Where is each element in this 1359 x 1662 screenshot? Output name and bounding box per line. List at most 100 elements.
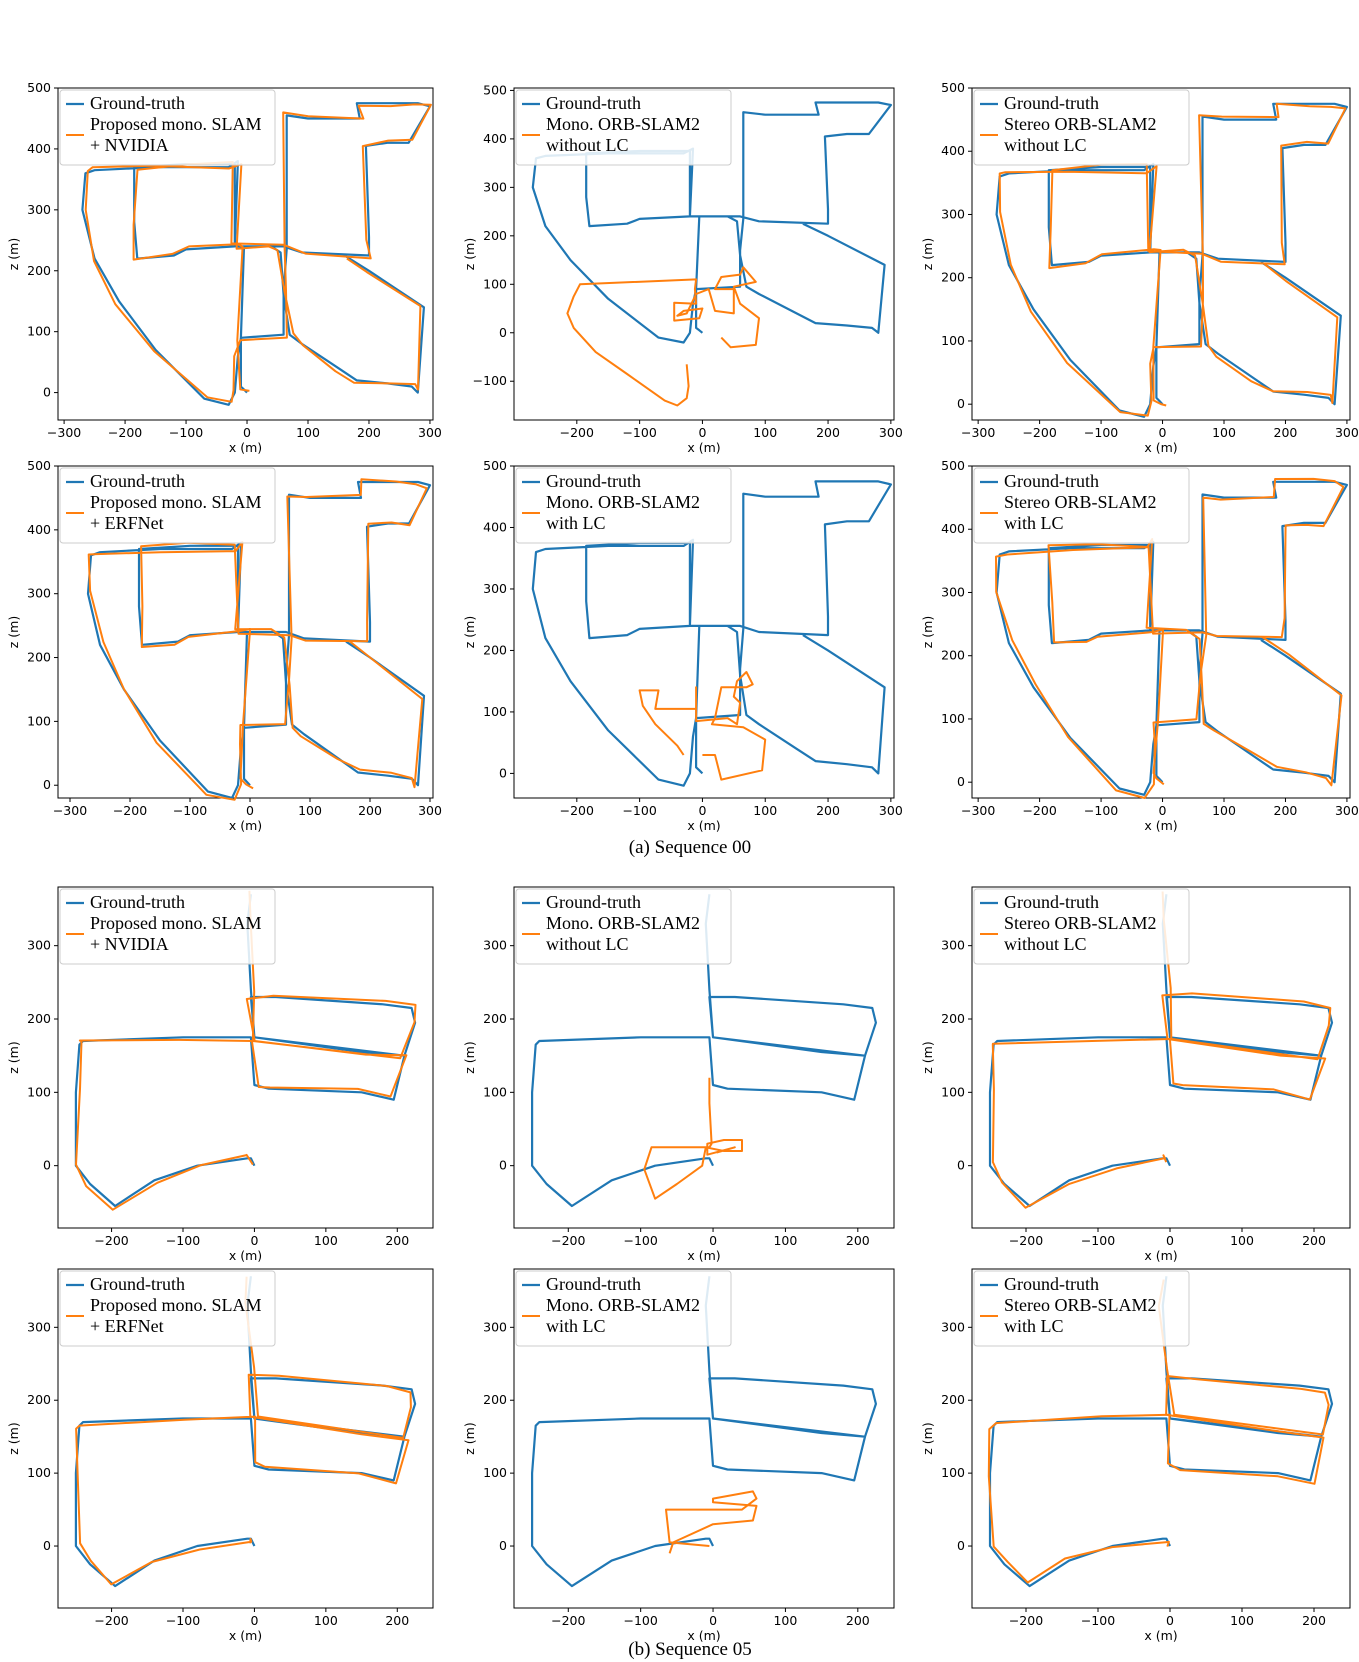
x-tick-label: −200 [551,1613,585,1628]
x-tick-label: 0 [243,425,251,440]
legend-entry: Mono. ORB-SLAM2 [546,1295,700,1315]
x-tick-label: 300 [418,803,442,818]
y-tick-label: 0 [43,385,51,400]
estimated-trajectory-line [991,891,1332,1209]
ground-truth-line [988,1276,1334,1588]
y-tick-label: 300 [27,938,51,953]
x-axis-label: x (m) [1144,1628,1177,1643]
estimated-trajectory-line [987,1279,1330,1584]
plot-frame [513,465,895,799]
x-axis-label: x (m) [1144,818,1177,833]
y-tick-label: 400 [941,143,965,158]
x-tick-label: 0 [1159,803,1167,818]
x-axis-label: x (m) [229,1248,262,1263]
x-tick-label: −300 [961,425,995,440]
x-tick-label: 100 [296,425,320,440]
y-tick-label: 100 [483,704,507,719]
x-axis-label: x (m) [229,1628,262,1643]
x-tick-label: −200 [1009,1613,1043,1628]
y-axis-label: z (m) [462,1422,477,1454]
x-tick-label: −200 [94,1613,128,1628]
y-tick-label: 100 [27,713,51,728]
x-tick-label: 200 [357,425,381,440]
x-tick-label: −300 [961,803,995,818]
legend-entry: Ground-truth [90,93,185,113]
x-tick-label: −100 [622,425,656,440]
y-tick-label: 100 [941,1465,965,1480]
x-tick-label: −200 [560,425,594,440]
y-tick-label: 200 [941,1011,965,1026]
y-tick-label: 300 [483,179,507,194]
x-tick-label: −200 [551,1233,585,1248]
x-tick-label: 100 [1212,425,1236,440]
legend-entry: Mono. ORB-SLAM2 [546,114,700,134]
y-tick-label: 0 [43,1538,51,1553]
x-tick-label: −200 [1009,1233,1043,1248]
x-tick-label: 200 [816,803,840,818]
plot-panel: −200 −100 0 100 200 300 0 100 200 300 400 500 x (m) z… [462,458,903,833]
ground-truth-line [531,894,877,1208]
legend-entry: without LC [1004,934,1087,954]
y-tick-label: 300 [483,938,507,953]
x-tick-label: 100 [1230,1233,1254,1248]
legend-entry: with LC [1004,1316,1064,1336]
x-axis-label: x (m) [687,1628,720,1643]
y-tick-label: 0 [957,1158,965,1173]
x-tick-label: −200 [1022,425,1056,440]
y-tick-label: 300 [27,202,51,217]
legend-box [973,89,1190,166]
x-tick-label: −200 [94,1233,128,1248]
x-tick-label: 300 [879,425,903,440]
legend-entry: Proposed mono. SLAM [90,492,262,512]
x-tick-label: 200 [1302,1613,1326,1628]
ground-truth-line [531,101,892,344]
y-tick-label: 300 [27,586,51,601]
x-tick-label: −200 [560,803,594,818]
legend-box [515,888,732,965]
x-tick-label: 0 [246,803,254,818]
plot-panel: −200 −100 0 100 200 0 100 200 300 x (m) z (m) Groun… [920,886,1351,1263]
x-axis-label: x (m) [229,818,262,833]
plot-panel: −200 −100 0 100 200 300 −100 0 100 200 300 400 500 x … [462,82,903,455]
legend-entry: Ground-truth [90,1274,185,1294]
y-tick-label: 0 [499,1158,507,1173]
legend-entry: Ground-truth [1004,471,1099,491]
x-axis-label: x (m) [687,818,720,833]
legend-entry: without LC [546,135,629,155]
y-tick-label: 100 [483,1084,507,1099]
x-axis-label: x (m) [687,440,720,455]
y-tick-label: 300 [27,1319,51,1334]
x-tick-label: −300 [53,803,87,818]
plot-frame [971,1268,1351,1609]
y-axis-label: z (m) [920,1041,935,1073]
legend-box [515,1270,732,1347]
x-tick-label: 200 [385,1613,409,1628]
y-axis-label: z (m) [920,616,935,648]
estimated-trajectory-line [75,1276,412,1586]
plot-panel: −300 −200 −100 0 100 200 300 0 100 200 300 400 500 x … [920,80,1359,455]
x-tick-label: 200 [846,1613,870,1628]
y-tick-label: 200 [483,228,507,243]
x-tick-label: 200 [1274,425,1298,440]
y-tick-label: 300 [941,938,965,953]
estimated-trajectory-line [665,1490,758,1554]
estimated-trajectory-line [75,890,417,1211]
x-tick-label: −100 [623,1233,657,1248]
x-axis-label: x (m) [1144,1248,1177,1263]
legend-entry: Stereo ORB-SLAM2 [1004,114,1157,134]
y-tick-label: 500 [941,458,965,473]
y-tick-label: 0 [957,396,965,411]
legend-entry: Ground-truth [90,892,185,912]
legend-entry: Ground-truth [546,93,641,113]
x-tick-label: 100 [314,1613,338,1628]
y-tick-label: 100 [27,1084,51,1099]
x-tick-label: −100 [1084,803,1118,818]
y-tick-label: 400 [27,522,51,537]
legend-entry: with LC [546,1316,606,1336]
y-axis-label: z (m) [920,238,935,270]
x-tick-label: −100 [1084,425,1118,440]
legend-entry: Ground-truth [546,892,641,912]
x-tick-label: 300 [1335,803,1359,818]
plot-frame [57,886,434,1229]
x-tick-label: 100 [1230,1613,1254,1628]
